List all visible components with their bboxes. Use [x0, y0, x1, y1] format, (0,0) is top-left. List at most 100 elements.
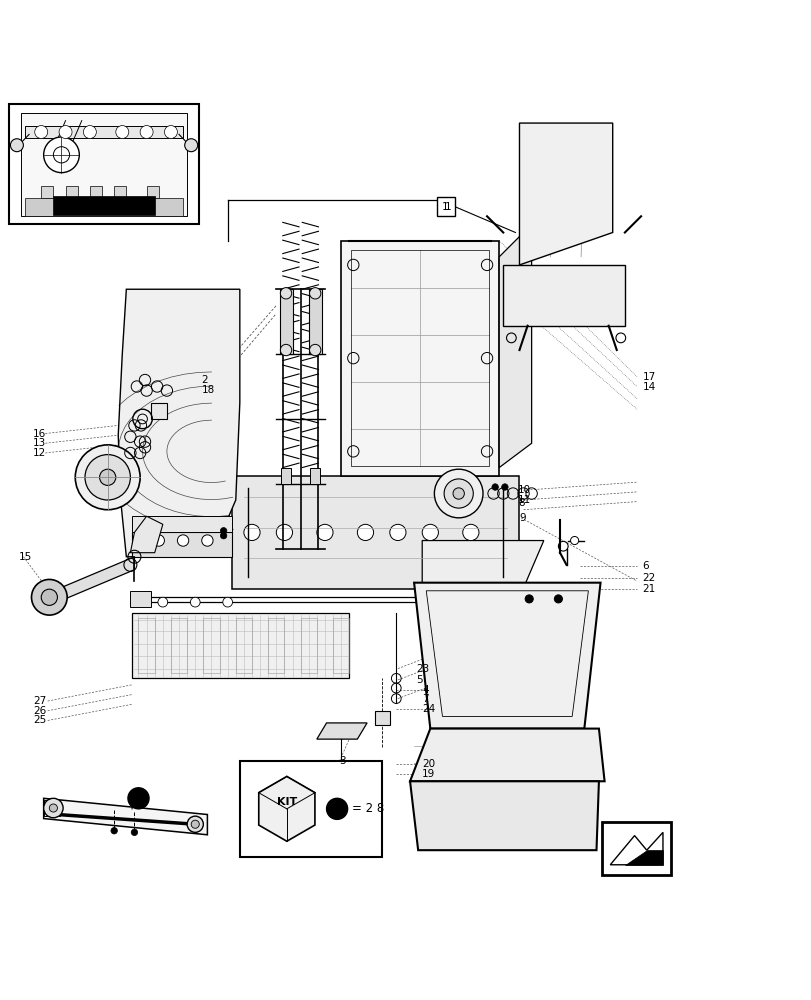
Polygon shape	[308, 289, 321, 354]
Circle shape	[54, 147, 70, 163]
Polygon shape	[414, 583, 600, 729]
Text: 9: 9	[519, 513, 526, 523]
Polygon shape	[503, 265, 624, 326]
Circle shape	[357, 524, 373, 541]
Text: KIT: KIT	[277, 797, 297, 807]
Bar	[9, 104, 199, 224]
Circle shape	[41, 589, 58, 605]
Polygon shape	[310, 468, 320, 484]
Circle shape	[525, 595, 533, 603]
Circle shape	[153, 535, 165, 546]
Text: 25: 25	[33, 715, 46, 725]
Text: 17: 17	[642, 372, 655, 382]
Polygon shape	[281, 468, 290, 484]
Text: 20: 20	[422, 759, 435, 769]
Text: 19: 19	[422, 769, 435, 779]
Circle shape	[75, 445, 140, 510]
Polygon shape	[132, 516, 231, 532]
Polygon shape	[131, 516, 163, 553]
Circle shape	[187, 816, 203, 832]
Circle shape	[309, 344, 320, 356]
Polygon shape	[131, 591, 151, 607]
Bar	[239, 761, 381, 857]
Polygon shape	[499, 224, 531, 468]
Circle shape	[191, 820, 199, 828]
Circle shape	[131, 829, 138, 836]
Polygon shape	[279, 289, 292, 354]
Circle shape	[220, 532, 226, 539]
Circle shape	[570, 536, 578, 545]
Polygon shape	[519, 123, 612, 265]
Polygon shape	[341, 241, 499, 476]
Polygon shape	[66, 186, 78, 198]
Polygon shape	[410, 781, 599, 850]
Text: 8: 8	[517, 498, 524, 508]
Text: 2: 2	[201, 375, 208, 385]
Circle shape	[316, 524, 333, 541]
Polygon shape	[375, 711, 389, 725]
Polygon shape	[25, 126, 182, 138]
Circle shape	[554, 595, 562, 603]
Text: 24: 24	[422, 704, 435, 714]
Circle shape	[165, 126, 177, 138]
Circle shape	[444, 479, 473, 508]
Text: 7: 7	[422, 694, 428, 704]
Polygon shape	[118, 289, 239, 557]
Circle shape	[44, 798, 63, 818]
Text: 18: 18	[201, 385, 215, 395]
Circle shape	[280, 344, 291, 356]
Circle shape	[389, 524, 406, 541]
Text: 1: 1	[444, 202, 451, 212]
Text: 22: 22	[642, 573, 655, 583]
Polygon shape	[58, 557, 135, 602]
Polygon shape	[259, 776, 315, 841]
Text: 1: 1	[441, 202, 448, 212]
Text: 5: 5	[416, 675, 423, 685]
Polygon shape	[41, 186, 54, 198]
Polygon shape	[21, 113, 187, 216]
Polygon shape	[511, 591, 531, 607]
Circle shape	[158, 597, 168, 607]
Text: 13: 13	[33, 438, 46, 448]
Circle shape	[280, 288, 291, 299]
Circle shape	[32, 579, 67, 615]
Text: 15: 15	[19, 552, 32, 562]
Circle shape	[422, 524, 438, 541]
Polygon shape	[151, 403, 167, 419]
Polygon shape	[132, 532, 231, 557]
Circle shape	[140, 126, 153, 138]
Circle shape	[84, 126, 97, 138]
Polygon shape	[44, 798, 207, 835]
Polygon shape	[422, 541, 543, 597]
Circle shape	[44, 137, 79, 173]
Polygon shape	[410, 729, 604, 781]
Text: 6: 6	[642, 561, 649, 571]
Circle shape	[184, 139, 197, 152]
Circle shape	[111, 827, 118, 834]
Text: = 2 8: = 2 8	[351, 802, 384, 815]
Bar	[602, 822, 670, 875]
Polygon shape	[316, 723, 367, 739]
Circle shape	[142, 528, 148, 534]
Text: 23: 23	[416, 664, 429, 674]
Circle shape	[309, 288, 320, 299]
Circle shape	[453, 488, 464, 499]
Circle shape	[49, 804, 58, 812]
Polygon shape	[25, 198, 182, 216]
Text: 26: 26	[33, 706, 46, 716]
Text: 16: 16	[33, 429, 46, 439]
Text: 4: 4	[422, 685, 428, 695]
Circle shape	[128, 788, 149, 809]
Circle shape	[462, 524, 478, 541]
Circle shape	[59, 126, 72, 138]
Circle shape	[501, 484, 508, 490]
Circle shape	[190, 597, 200, 607]
Circle shape	[222, 597, 232, 607]
Polygon shape	[624, 850, 662, 865]
Circle shape	[35, 126, 48, 138]
Circle shape	[482, 597, 491, 607]
Circle shape	[116, 126, 129, 138]
Circle shape	[201, 535, 212, 546]
Text: 21: 21	[642, 584, 655, 594]
Circle shape	[449, 597, 459, 607]
